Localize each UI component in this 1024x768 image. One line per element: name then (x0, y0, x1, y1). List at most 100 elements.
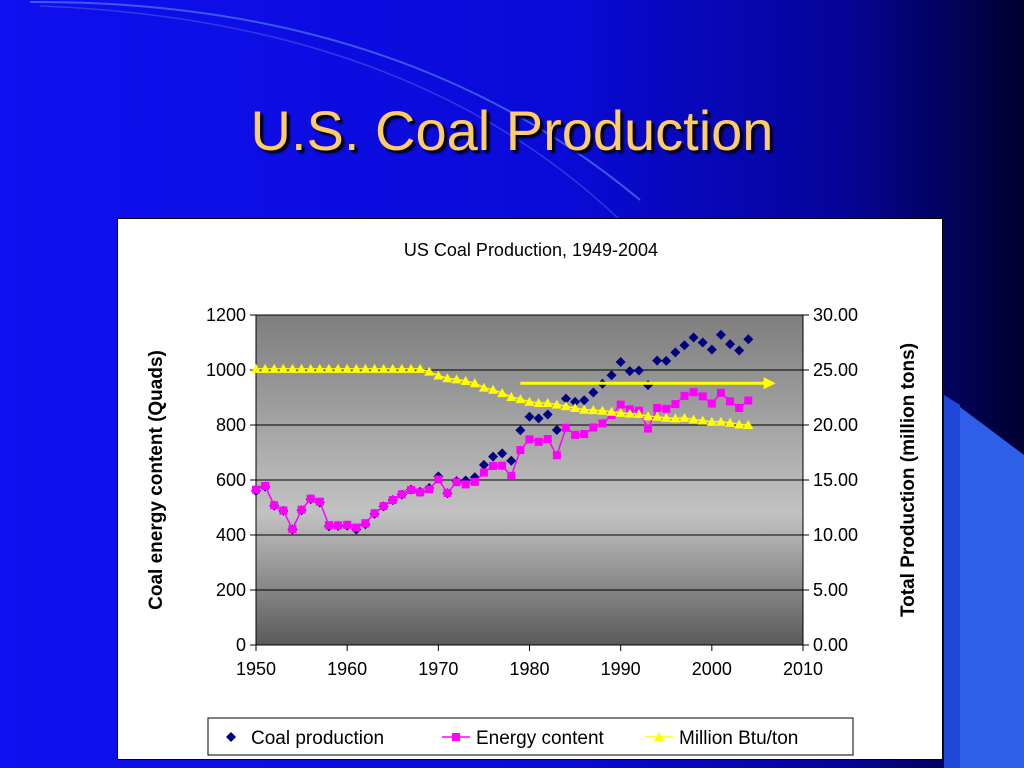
data-point (497, 388, 508, 398)
x-tick-label: 1950 (236, 659, 276, 679)
left-tick-label: 0 (236, 635, 246, 655)
slide-title: U.S. Coal Production (250, 99, 774, 162)
data-point (469, 378, 480, 388)
data-point (488, 384, 499, 394)
data-point (333, 363, 344, 373)
data-point (360, 363, 371, 373)
y-axis-right-label: Total Production (million tons) (898, 343, 919, 617)
data-point (670, 347, 681, 358)
trend-arrow-head (763, 377, 776, 390)
data-point (460, 376, 471, 385)
data-point (405, 363, 416, 373)
data-point (743, 334, 754, 345)
x-tick-label: 2000 (692, 659, 732, 679)
x-tick-label: 2010 (783, 659, 823, 679)
legend-marker (452, 733, 460, 741)
data-point (643, 411, 654, 421)
data-point (524, 396, 535, 406)
data-point (305, 363, 316, 373)
data-point (288, 525, 297, 534)
right-tick-label: 20.00 (813, 415, 858, 435)
data-point (697, 337, 708, 348)
data-point (342, 363, 353, 373)
data-point (260, 363, 271, 373)
left-tick-label: 400 (216, 525, 246, 545)
data-point (671, 400, 680, 409)
data-point (588, 387, 599, 398)
data-point (715, 329, 726, 340)
right-axis-ticks: 0.00 5.00 10.00 15.00 20.00 25.00 30.00 (803, 305, 858, 655)
data-point (361, 519, 370, 528)
data-point (443, 488, 452, 497)
decoration-swoosh-lower (39, 5, 621, 221)
data-point (633, 409, 644, 418)
data-point (442, 373, 453, 383)
data-point (370, 509, 379, 518)
data-point (324, 521, 333, 530)
right-tick-label: 30.00 (813, 305, 858, 325)
data-point (478, 382, 489, 392)
data-point (525, 435, 534, 444)
data-point (570, 402, 581, 412)
data-point (524, 411, 535, 422)
data-point (680, 391, 689, 400)
data-point (424, 366, 435, 376)
data-point (388, 496, 397, 505)
y-axis-left-label: Coal energy content (Quads) (146, 350, 167, 610)
data-point (278, 363, 289, 373)
data-point (498, 461, 507, 470)
data-point (715, 416, 726, 426)
data-point (707, 399, 716, 408)
legend-item: Energy content (442, 728, 605, 749)
chart-title: US Coal Production, 1949-2004 (404, 240, 658, 260)
data-point (725, 339, 736, 350)
data-point (725, 417, 736, 427)
data-point (644, 424, 653, 433)
data-point (662, 404, 671, 413)
data-point (270, 501, 279, 510)
data-point (515, 425, 526, 436)
data-point (552, 451, 561, 460)
data-point (542, 409, 553, 420)
data-point (269, 363, 280, 373)
x-tick-label: 1960 (327, 659, 367, 679)
data-point (379, 502, 388, 511)
x-axis-ticks: 1950 1960 1970 1980 1990 2000 2010 (236, 315, 823, 679)
data-point (744, 396, 753, 405)
data-point (542, 398, 553, 407)
data-point (297, 505, 306, 514)
data-point (716, 388, 725, 397)
data-point (296, 363, 307, 373)
data-point (451, 374, 462, 384)
data-point (306, 494, 315, 503)
data-point (698, 392, 707, 401)
legend-label: Million Btu/ton (679, 728, 798, 749)
data-point (653, 403, 662, 412)
data-point (416, 488, 425, 497)
decoration-corner-shape (944, 395, 1024, 768)
data-point (561, 423, 570, 432)
data-point (351, 363, 362, 373)
data-point (580, 430, 589, 439)
right-tick-label: 5.00 (813, 580, 848, 600)
data-point (352, 523, 361, 532)
data-point (606, 406, 617, 416)
data-point (661, 412, 672, 422)
x-tick-label: 1990 (601, 659, 641, 679)
data-point (406, 485, 415, 494)
data-point (588, 405, 599, 415)
data-point (689, 388, 698, 397)
data-point (489, 461, 498, 470)
data-point (615, 407, 626, 417)
data-point (560, 401, 571, 411)
chart: US Coal Production, 1949-2004 0 200 400 600… (146, 240, 919, 756)
data-point (314, 363, 325, 373)
data-point (688, 332, 699, 343)
right-tick-label: 15.00 (813, 470, 858, 490)
data-point (570, 396, 581, 407)
data-point (606, 370, 617, 381)
x-tick-label: 1980 (509, 659, 549, 679)
data-point (661, 355, 672, 366)
data-point (369, 363, 380, 373)
